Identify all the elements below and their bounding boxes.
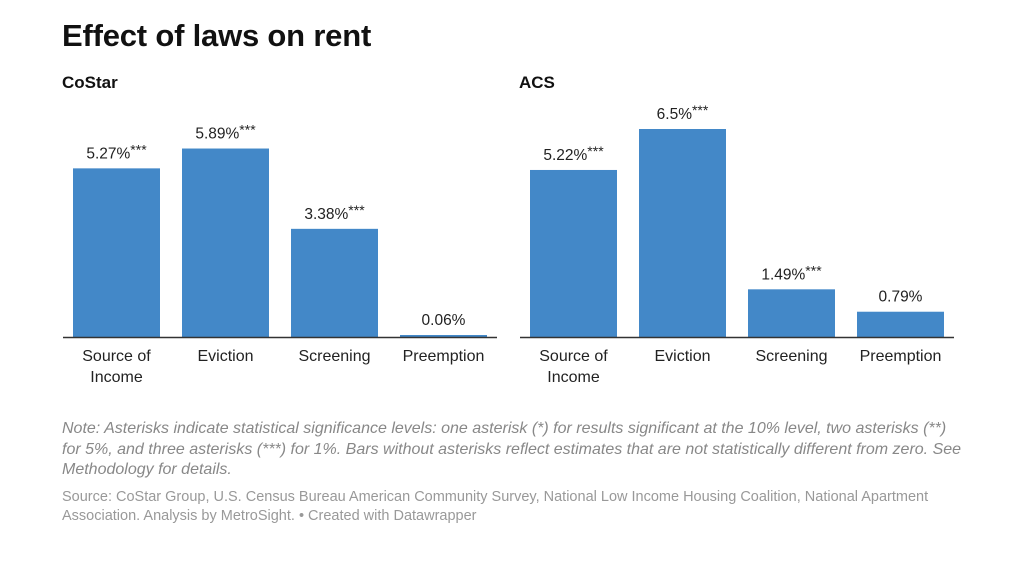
bar-source-of-income — [530, 169, 617, 337]
panel-title-costar: CoStar — [62, 73, 118, 92]
panel-title-acs: ACS — [519, 73, 555, 92]
bar-screening — [291, 228, 378, 337]
bar-preemption — [857, 311, 944, 337]
category-label: Screening — [298, 348, 370, 365]
significance-note: Note: Asterisks indicate statistical sig… — [62, 420, 962, 478]
bar-source-of-income — [73, 168, 160, 337]
value-label: 5.27%*** — [86, 141, 147, 162]
significance-asterisks: *** — [587, 143, 604, 159]
category-label: Income — [547, 369, 600, 386]
value-label: 5.89%*** — [195, 122, 256, 143]
category-label: Eviction — [197, 348, 253, 365]
significance-asterisks: *** — [805, 262, 822, 278]
bar-eviction — [639, 129, 726, 337]
value-label: 3.38%*** — [304, 202, 365, 223]
bar-screening — [748, 289, 835, 337]
category-label: Preemption — [403, 348, 485, 365]
significance-asterisks: *** — [130, 141, 147, 157]
bar-chart-canvas: 5.27%*** Source of Income 5.89%*** Eviction 3… — [63, 102, 954, 386]
significance-asterisks: *** — [239, 122, 256, 138]
chart-title: Effect of laws on rent — [62, 18, 372, 53]
value-label: 6.5%*** — [657, 102, 709, 123]
category-label: Income — [90, 369, 143, 386]
significance-asterisks: *** — [692, 102, 709, 118]
acs-bar-panel: 5.22%*** Source of Income 6.5%*** Eviction 1.… — [520, 102, 954, 386]
category-label: Eviction — [654, 348, 710, 365]
category-label: Preemption — [860, 348, 942, 365]
significance-asterisks: *** — [348, 202, 365, 218]
value-label: 0.06% — [422, 312, 466, 329]
category-label: Source of — [539, 348, 608, 365]
category-label: Source of — [82, 348, 151, 365]
value-label: 5.22%*** — [543, 143, 604, 164]
bar-eviction — [182, 148, 269, 337]
bar-preemption — [400, 335, 487, 337]
value-label: 1.49%*** — [761, 262, 822, 283]
source-credit: Source: CoStar Group, U.S. Census Bureau… — [62, 489, 929, 524]
costar-bar-panel: 5.27%*** Source of Income 5.89%*** Eviction 3… — [63, 122, 497, 386]
value-label: 0.79% — [879, 289, 923, 306]
category-label: Screening — [755, 348, 827, 365]
